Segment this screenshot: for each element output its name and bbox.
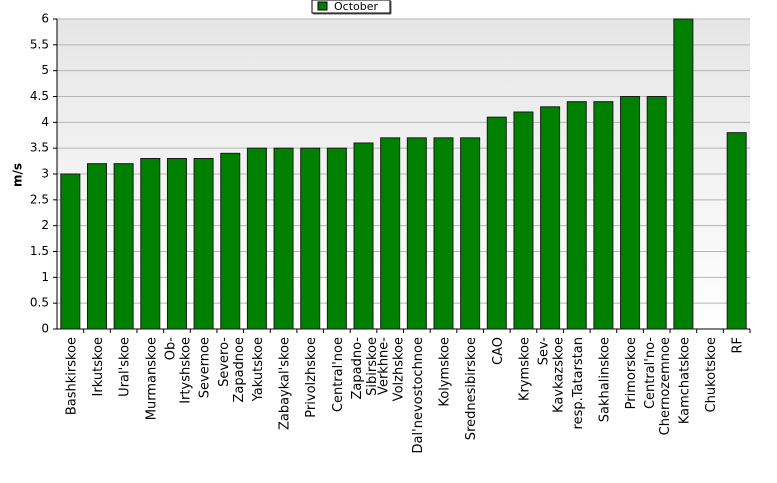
x-tick-label: Srednesibirskoe: [464, 337, 479, 440]
y-tick-label: 1.5: [30, 244, 49, 258]
x-tick-label: resp.Tatarstan: [571, 337, 586, 429]
x-tick-label: Verkhne-Volzhskoe: [377, 337, 407, 402]
x-tick-label: Krymskoe: [517, 337, 532, 401]
x-tick-label: Kamchatskoe: [677, 337, 692, 424]
x-tick-label: Sev-Kavkazskoe: [537, 337, 567, 413]
y-tick-label: 0: [41, 322, 49, 336]
legend-swatch: [317, 1, 328, 11]
bar: [620, 96, 641, 330]
bar: [246, 147, 267, 330]
bar: [513, 111, 534, 330]
bar: [60, 173, 81, 330]
bar: [166, 158, 187, 330]
x-tick-label: Zabaykal'skoe: [278, 337, 293, 430]
y-tick-label: 5.5: [30, 37, 49, 51]
x-tick-label: Yakutskoe: [251, 337, 266, 402]
legend-box: [311, 0, 391, 14]
x-tick-label: Chukotskoe: [704, 337, 719, 412]
y-tick-label: 0.5: [30, 296, 49, 310]
bar: [380, 137, 401, 330]
y-tick-label: 3: [41, 167, 49, 181]
y-tick-label: 5: [41, 63, 49, 77]
bar: [406, 137, 427, 330]
y-tick-label: 4.5: [30, 89, 49, 103]
bar: [460, 137, 481, 330]
bar: [433, 137, 454, 330]
bar: [300, 147, 321, 330]
bar: [326, 147, 347, 330]
x-tick-label: Zapadno-Sibirskoe: [350, 337, 380, 400]
y-tick-label: 4: [41, 115, 49, 129]
legend: October: [311, 0, 392, 15]
bar: [673, 18, 694, 330]
bar: [593, 101, 614, 330]
x-tick-label: Privolzhskoe: [304, 337, 319, 418]
x-tick-label: Severo-Zapadnoe: [217, 337, 247, 403]
bar: [86, 163, 107, 330]
x-tick-label: Ural'skoe: [118, 337, 133, 397]
x-tick-label: Irkutskoe: [91, 337, 106, 396]
x-tick-label: Murmanskoe: [144, 337, 159, 420]
y-tick-label: 3.5: [30, 141, 49, 155]
x-tick-label: Primorskoe: [624, 337, 639, 409]
x-tick-label: Sakhalinskoe: [597, 337, 612, 422]
x-tick-label: Dal'nevostochnoe: [411, 337, 426, 453]
y-tick-label: 6: [41, 12, 49, 26]
bar: [220, 152, 241, 330]
y-axis-label: m/s: [11, 163, 25, 187]
bar: [273, 147, 294, 330]
bar: [140, 158, 161, 330]
x-tick-label: Central'noe: [331, 337, 346, 412]
x-tick-label: Severnoe: [198, 337, 213, 398]
x-tick-label: CAO: [491, 337, 506, 365]
y-tick-label: 1: [41, 270, 49, 284]
y-tick-label: 2.5: [30, 192, 49, 206]
x-tick-label: RF: [731, 337, 746, 354]
bar: [353, 142, 374, 330]
x-tick-label: Bashkirskoe: [64, 337, 79, 415]
y-tick-label: 2: [41, 218, 49, 232]
bar: [113, 163, 134, 330]
bar: [726, 132, 747, 330]
bar: [486, 116, 507, 330]
bar: [540, 106, 561, 330]
x-tick-label: Kolymskoe: [437, 337, 452, 407]
x-tick-label: Central'no-Chernozemnoe: [643, 337, 673, 436]
x-tick-label: Ob-Irtyshskoe: [163, 337, 193, 404]
legend-label: October: [334, 0, 378, 13]
bar: [566, 101, 587, 330]
bar: [193, 158, 214, 330]
bar: [646, 96, 667, 330]
